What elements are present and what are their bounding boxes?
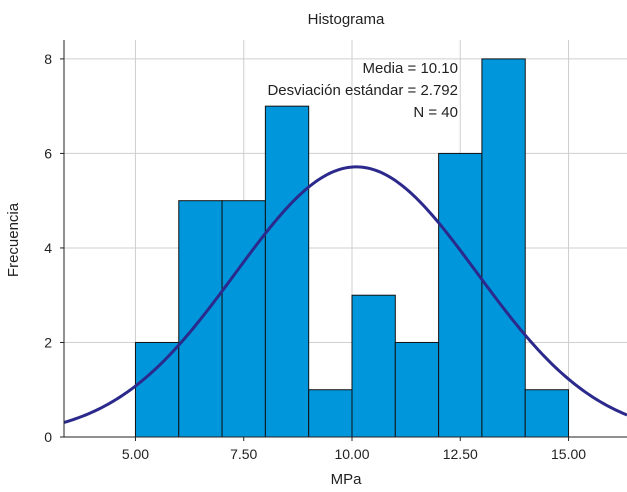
histogram-bars <box>134 58 570 438</box>
normal-curve-layer <box>63 165 627 424</box>
y-axis-label: Frecuencia <box>5 202 22 277</box>
y-tick-label-4: 8 <box>44 51 52 67</box>
normal-curve <box>63 165 627 424</box>
histogram-bar-6 <box>394 341 440 438</box>
x-tick-label-1: 7.50 <box>230 446 257 462</box>
x-tick-label-4: 15.00 <box>551 446 586 462</box>
stat-mean: Media = 10.10 <box>363 60 459 77</box>
histogram-bar-7 <box>438 152 483 438</box>
chart-title: Histograma <box>308 11 385 28</box>
x-axis-label: MPa <box>331 471 363 488</box>
y-tick-label-3: 6 <box>44 145 52 161</box>
histogram-bar-0 <box>134 341 180 438</box>
x-tick-labels: 5.00 7.50 10.00 12.50 15.00 <box>122 437 586 462</box>
x-tick-label-0: 5.00 <box>122 446 149 462</box>
y-tick-label-1: 2 <box>44 334 52 350</box>
stat-n: N = 40 <box>413 104 458 121</box>
x-tick-label-2: 10.00 <box>334 446 369 462</box>
histogram-bar-8 <box>481 58 526 438</box>
histogram-bar-9 <box>524 389 570 438</box>
histogram-bar-3 <box>264 105 310 438</box>
stat-std-dev: Desviación estándar = 2.792 <box>267 82 458 99</box>
histogram-bar-5 <box>351 294 396 438</box>
axes <box>63 40 627 438</box>
histogram-bar-2 <box>221 200 266 438</box>
y-tick-label-2: 4 <box>44 240 52 256</box>
y-tick-labels: 0 2 4 6 8 <box>44 51 64 445</box>
x-tick-label-3: 12.50 <box>443 446 478 462</box>
y-tick-label-0: 0 <box>44 429 52 445</box>
histogram-bar-4 <box>308 389 353 438</box>
